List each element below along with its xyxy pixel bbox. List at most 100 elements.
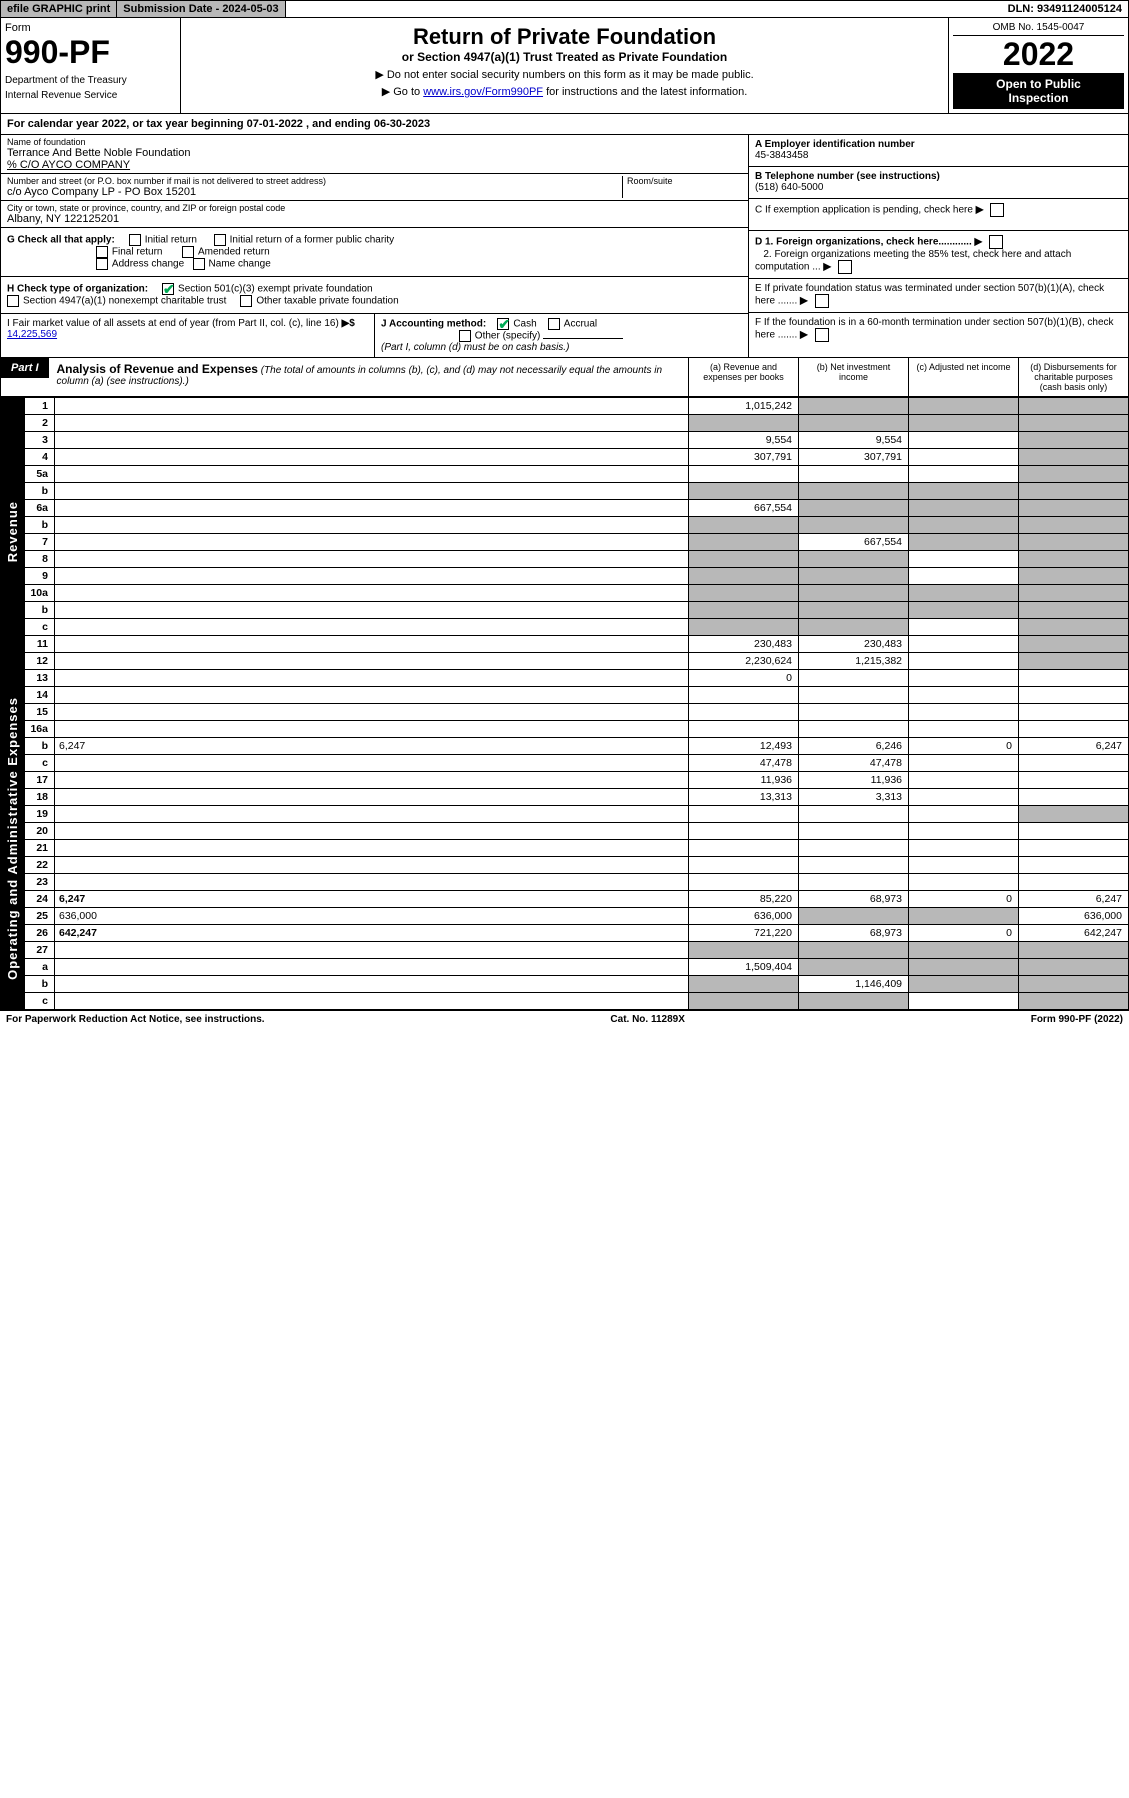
table-row: 122,230,6241,215,382 [1,653,1129,670]
row-desc [55,398,689,415]
row-num: 18 [25,789,55,806]
amt-b: 1,215,382 [799,653,909,670]
cb-4947[interactable] [7,295,19,307]
amt-a: 85,220 [689,891,799,908]
cb-initial-former[interactable] [214,234,226,246]
cb-other-taxable[interactable] [240,295,252,307]
row-desc [55,993,689,1010]
cb-terminated[interactable] [815,294,829,308]
table-row: a1,509,404 [1,959,1129,976]
foundation-name-cell: Name of foundation Terrance And Bette No… [1,135,748,174]
row-num: 9 [25,568,55,585]
d2-lbl: 2. Foreign organizations meeting the 85%… [755,249,1071,273]
amt-a [689,619,799,636]
table-row: 5a [1,466,1129,483]
footer-right: Form 990-PF (2022) [1031,1014,1123,1025]
amt-c [909,823,1019,840]
cb-60month[interactable] [815,328,829,342]
cb-accrual[interactable] [548,318,560,330]
cb-other-method[interactable] [459,330,471,342]
h-opt1: Section 501(c)(3) exempt private foundat… [178,284,373,295]
amt-b [799,908,909,925]
form-subtitle: or Section 4947(a)(1) Trust Treated as P… [187,50,942,64]
amt-b [799,670,909,687]
note-post: for instructions and the latest informat… [543,86,747,98]
amt-b [799,415,909,432]
part1-table: Revenue11,015,242239,5549,5544307,791307… [0,397,1129,1010]
row-num: 4 [25,449,55,466]
form990pf-link[interactable]: www.irs.gov/Form990PF [423,86,543,98]
amt-c [909,449,1019,466]
d1-arrow: ▶ [975,237,983,248]
table-row: 21 [1,840,1129,857]
amt-c [909,874,1019,891]
row-num: 6a [25,500,55,517]
row-desc [55,670,689,687]
cb-exemption-pending[interactable] [990,203,1004,217]
row-num: 25 [25,908,55,925]
row-num: 1 [25,398,55,415]
cb-cash[interactable] [497,318,509,330]
tax-year: 2022 [953,36,1124,73]
cb-amended[interactable] [182,246,194,258]
amt-d [1019,483,1129,500]
h-opt2: Section 4947(a)(1) nonexempt charitable … [23,296,226,307]
amt-d [1019,619,1129,636]
row-num: 19 [25,806,55,823]
addr-lbl: Number and street (or P.O. box number if… [7,176,622,186]
g-opt4: Amended return [198,247,270,258]
amt-d [1019,789,1129,806]
omb-number: OMB No. 1545-0047 [953,22,1124,36]
amt-a [689,721,799,738]
amt-b [799,398,909,415]
g-label: G Check all that apply: [7,235,115,246]
amt-c [909,568,1019,585]
cb-address-change[interactable] [96,258,108,270]
city: Albany, NY 122125201 [7,213,742,225]
cb-foreign-org[interactable] [989,235,1003,249]
footer-mid: Cat. No. 11289X [610,1014,684,1025]
row-num: 3 [25,432,55,449]
e-arrow: ▶ [800,296,808,307]
row-num: c [25,755,55,772]
part1-label: Part I [1,358,49,378]
efile-label: efile GRAPHIC print [1,1,117,17]
table-row: c [1,619,1129,636]
amt-d [1019,636,1129,653]
amt-b [799,602,909,619]
amt-c [909,755,1019,772]
fmv-link[interactable]: 14,225,569 [7,329,57,340]
table-row: 25636,000636,000636,000 [1,908,1129,925]
amt-a [689,976,799,993]
amt-b [799,619,909,636]
amt-b [799,942,909,959]
g-opt3: Initial return of a former public charit… [230,235,395,246]
phone-cell: B Telephone number (see instructions) (5… [749,167,1128,199]
g-opt2: Address change [112,259,184,270]
note-ssn: ▶ Do not enter social security numbers o… [187,68,942,81]
amt-c [909,840,1019,857]
amt-d [1019,449,1129,466]
row-desc [55,585,689,602]
table-row: 1813,3133,313 [1,789,1129,806]
cb-name-change[interactable] [193,258,205,270]
amt-b [799,840,909,857]
cb-initial-return[interactable] [129,234,141,246]
amt-d [1019,670,1129,687]
amt-a [689,534,799,551]
row-desc [55,534,689,551]
side-expenses: Operating and Administrative Expenses [1,670,25,1010]
calendar-year-row: For calendar year 2022, or tax year begi… [0,114,1129,135]
row-num: 13 [25,670,55,687]
part1-header: Part I Analysis of Revenue and Expenses … [0,358,1129,397]
row-desc [55,942,689,959]
cb-501c3[interactable] [162,283,174,295]
amt-d [1019,772,1129,789]
amt-a [689,483,799,500]
row-num: b [25,738,55,755]
col-b-hdr: (b) Net investment income [798,358,908,396]
cb-final-return[interactable] [96,246,108,258]
cb-foreign-85[interactable] [838,260,852,274]
amt-d [1019,993,1129,1010]
amt-b [799,687,909,704]
